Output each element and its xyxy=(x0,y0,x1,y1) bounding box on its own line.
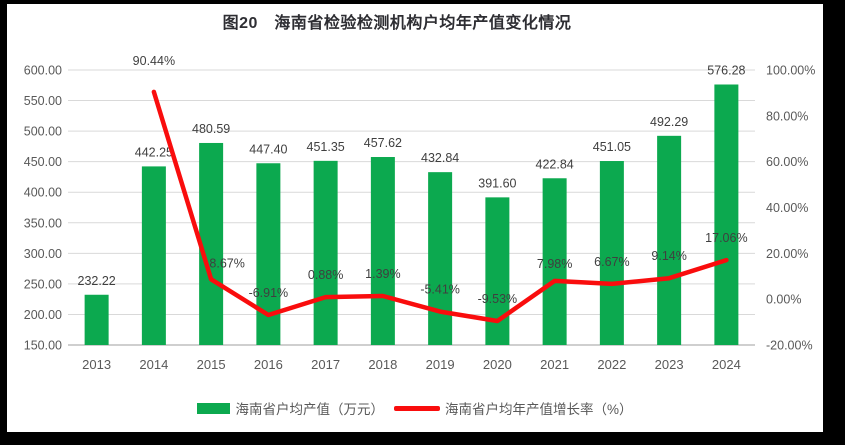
growth-value-label: 0.88% xyxy=(308,268,343,282)
legend-item-line-series: 海南省户均年产值增长率（%） xyxy=(393,398,633,418)
legend-item-bar-series: 海南省户均产值（万元） xyxy=(197,398,384,418)
bar-2021 xyxy=(542,178,567,345)
bar-value-label: 451.35 xyxy=(307,140,345,154)
right-axis-tick-label: -20.00% xyxy=(766,339,813,353)
growth-value-label: -9.53% xyxy=(478,292,518,306)
left-axis-tick-label: 350.00 xyxy=(24,216,62,230)
x-axis-label: 2021 xyxy=(540,357,569,372)
bar-series-swatch-icon xyxy=(197,402,231,414)
bar-2015 xyxy=(199,142,224,345)
right-axis-tick-label: 60.00% xyxy=(766,155,808,169)
growth-value-label: 1.39% xyxy=(365,267,400,281)
line-series-swatch-icon xyxy=(393,405,440,411)
growth-value-label: 9.14% xyxy=(651,249,686,263)
x-axis-label: 2022 xyxy=(597,357,626,372)
left-axis-tick-label: 250.00 xyxy=(24,277,62,291)
x-axis-label: 2020 xyxy=(483,357,512,372)
bar-value-label: 576.28 xyxy=(707,63,745,77)
bar-value-label: 492.29 xyxy=(650,115,688,129)
growth-rate-line xyxy=(151,89,729,324)
growth-value-label: 6.67% xyxy=(594,255,629,269)
bar-value-label: 391.60 xyxy=(478,176,516,190)
x-axis-label: 2018 xyxy=(368,357,397,372)
bar-value-label: 432.84 xyxy=(421,151,459,165)
bar-2014 xyxy=(141,166,166,345)
x-axis-label: 2015 xyxy=(197,357,226,372)
x-axis-label: 2024 xyxy=(712,357,741,372)
left-axis-tick-label: 300.00 xyxy=(24,247,62,261)
x-axis-label: 2017 xyxy=(311,357,340,372)
bar-2022 xyxy=(599,161,624,345)
bar-value-label: 451.05 xyxy=(593,140,631,154)
line-series-legend-label: 海南省户均年产值增长率（%） xyxy=(444,402,633,417)
x-axis-label: 2014 xyxy=(139,357,168,372)
right-axis-tick-label: 80.00% xyxy=(766,109,808,123)
bar-value-label: 232.22 xyxy=(78,274,116,288)
bar-2016 xyxy=(256,163,281,345)
right-axis-tick-label: 40.00% xyxy=(766,201,808,215)
growth-value-label: -5.41% xyxy=(420,283,460,297)
growth-value-label: 7.98% xyxy=(537,257,572,271)
growth-value-label: 17.06% xyxy=(705,231,747,245)
bar-2018 xyxy=(370,157,395,345)
bar-2023 xyxy=(657,135,682,345)
bar-value-label: 422.84 xyxy=(536,157,574,171)
left-axis-tick-label: 600.00 xyxy=(24,64,62,78)
x-axis-label: 2013 xyxy=(82,357,111,372)
right-axis-tick-label: 100.00% xyxy=(766,64,815,78)
left-axis-tick-label: 450.00 xyxy=(24,155,62,169)
right-axis-tick-label: 0.00% xyxy=(766,293,801,307)
bar-2013 xyxy=(84,294,109,345)
chart-title: 图20 海南省检验检测机构户均年产值变化情况 xyxy=(222,15,572,32)
left-axis-tick-label: 150.00 xyxy=(24,339,62,353)
bar-value-label: 480.59 xyxy=(192,122,230,136)
x-axis-label: 2019 xyxy=(426,357,455,372)
bar-2017 xyxy=(313,160,338,345)
growth-value-label: -6.91% xyxy=(249,286,289,300)
left-axis-tick-label: 550.00 xyxy=(24,94,62,108)
chart-legend: 海南省户均产值（万元） 海南省户均年产值增长率（%） xyxy=(7,398,823,418)
bar-value-label: 447.40 xyxy=(249,142,287,156)
bar-series-legend-label: 海南省户均产值（万元） xyxy=(235,402,384,417)
x-axis-label: 2016 xyxy=(254,357,283,372)
bar-value-label: 442.25 xyxy=(135,145,173,159)
left-axis-tick-label: 400.00 xyxy=(24,186,62,200)
bar-2024 xyxy=(714,84,739,346)
left-axis-tick-label: 500.00 xyxy=(24,125,62,139)
bar-value-label: 457.62 xyxy=(364,136,402,150)
left-axis-tick-label: 200.00 xyxy=(24,308,62,322)
bar-2019 xyxy=(428,172,453,345)
right-axis-tick-label: 20.00% xyxy=(766,247,808,261)
growth-value-label: 8.67% xyxy=(209,256,244,270)
growth-value-label: 90.44% xyxy=(133,54,175,68)
x-axis-label: 2023 xyxy=(655,357,684,372)
